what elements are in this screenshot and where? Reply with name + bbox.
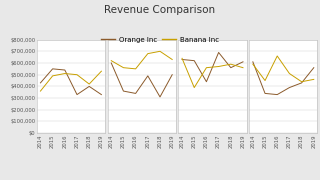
Text: Revenue Comparison: Revenue Comparison [104, 5, 216, 15]
Legend: Orange Inc, Banana Inc: Orange Inc, Banana Inc [98, 34, 222, 46]
